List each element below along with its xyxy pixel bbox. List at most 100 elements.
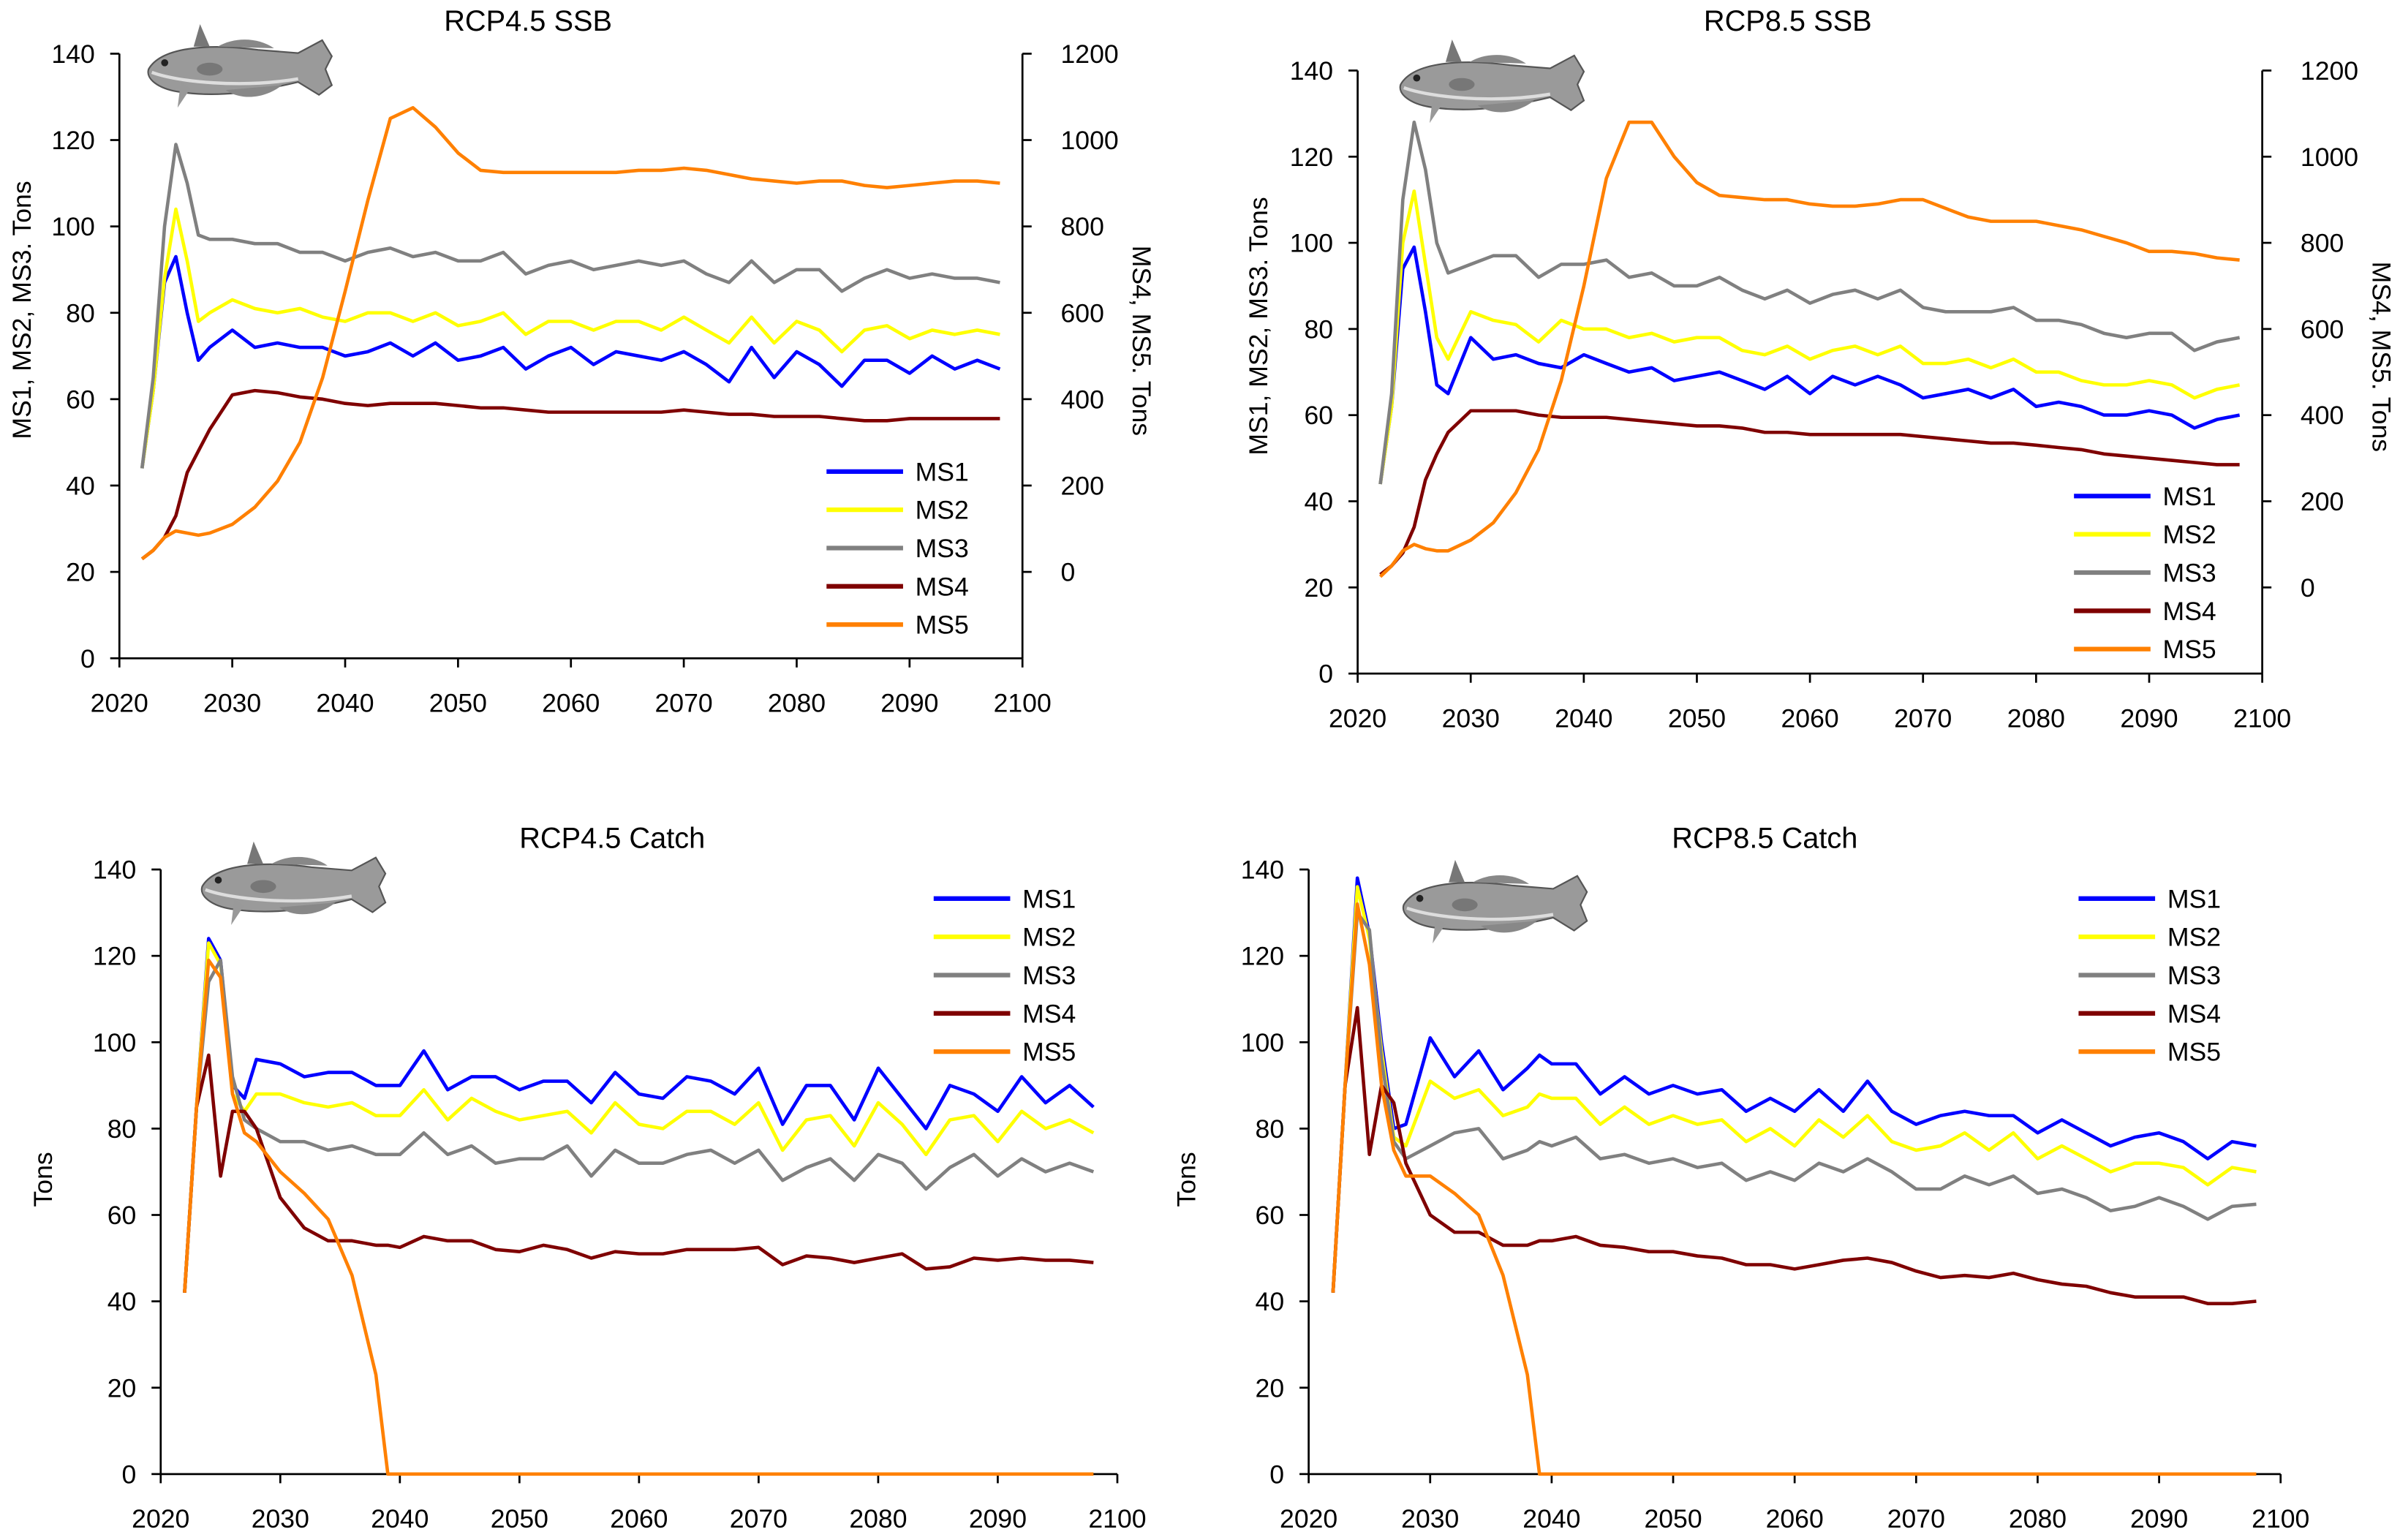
x-tick-label: 2090 — [2130, 1504, 2188, 1533]
y2-tick-label: 600 — [1061, 298, 1104, 328]
series-line-ms3 — [183, 958, 1095, 1293]
fish-illustration — [202, 842, 385, 925]
series-line-ms3 — [1331, 910, 2257, 1293]
fish-illustration — [148, 24, 332, 107]
y-tick-label: 80 — [1305, 314, 1334, 344]
x-tick-label: 2030 — [203, 688, 261, 717]
x-tick-label: 2020 — [1329, 703, 1386, 733]
y-tick-label: 0 — [121, 1460, 136, 1489]
chart-title: RCP8.5 Catch — [1672, 823, 1857, 855]
series-line-ms1 — [183, 937, 1095, 1293]
legend-label-ms5: MS5 — [2167, 1038, 2221, 1067]
y2-axis-label: MS4, MS5. Tons — [1127, 246, 1156, 436]
x-tick-label: 2100 — [1088, 1504, 1146, 1533]
series-line-ms2 — [140, 207, 1000, 469]
y-tick-label: 0 — [1269, 1460, 1284, 1489]
legend-label-ms1: MS1 — [1022, 884, 1076, 913]
legend-label-ms4: MS4 — [2163, 597, 2216, 626]
x-tick-label: 2040 — [1555, 703, 1612, 733]
x-tick-label: 2070 — [1894, 703, 1952, 733]
y2-tick-label: 200 — [2301, 487, 2344, 516]
y-tick-label: 40 — [66, 472, 95, 501]
legend-label-ms4: MS4 — [916, 572, 969, 601]
y-tick-label: 40 — [107, 1287, 137, 1316]
legend-label-ms3: MS3 — [2167, 961, 2221, 990]
y-tick-label: 140 — [1290, 56, 1333, 86]
x-tick-label: 2040 — [316, 688, 374, 717]
y-tick-label: 20 — [66, 558, 95, 587]
series-line-ms5 — [1378, 120, 2240, 578]
legend-label-ms4: MS4 — [1022, 999, 1076, 1028]
y-tick-label: 80 — [1256, 1114, 1285, 1144]
y-tick-label: 20 — [1305, 573, 1334, 603]
series-line-ms2 — [1378, 189, 2241, 485]
y-tick-label: 40 — [1305, 487, 1334, 516]
y-tick-label: 120 — [51, 126, 94, 155]
y-tick-label: 60 — [1256, 1201, 1285, 1230]
y-tick-label: 20 — [107, 1373, 137, 1403]
legend-label-ms5: MS5 — [1022, 1038, 1076, 1067]
y-tick-label: 60 — [1305, 401, 1334, 430]
y2-tick-label: 1000 — [2301, 143, 2358, 172]
y-tick-label: 0 — [1318, 660, 1333, 689]
y-tick-label: 100 — [51, 212, 94, 241]
legend-label-ms1: MS1 — [2163, 482, 2216, 511]
series-line-ms5 — [183, 958, 1094, 1476]
x-tick-label: 2080 — [2007, 703, 2065, 733]
legend: MS1 MS2 MS3 MS4 MS5 — [2078, 884, 2221, 1067]
y-tick-label: 120 — [93, 942, 136, 971]
y2-tick-label: 200 — [1061, 472, 1104, 501]
legend: MS1 MS2 MS3 MS4 MS5 — [826, 457, 969, 640]
series-line-ms1 — [1331, 876, 2257, 1293]
legend-label-ms5: MS5 — [916, 611, 969, 640]
x-tick-label: 2040 — [371, 1504, 429, 1533]
x-tick-label: 2020 — [132, 1504, 189, 1533]
y-tick-label: 120 — [1241, 942, 1284, 971]
fish-illustration — [1403, 860, 1587, 943]
y-tick-label: 100 — [1290, 229, 1333, 258]
x-tick-label: 2060 — [610, 1504, 668, 1533]
legend-label-ms3: MS3 — [2163, 559, 2216, 588]
series-line-ms2 — [183, 941, 1095, 1293]
y2-tick-label: 400 — [2301, 401, 2344, 430]
y2-tick-label: 1200 — [2301, 56, 2358, 86]
x-tick-label: 2080 — [849, 1504, 907, 1533]
y-axis-label: MS1, MS2, MS3. Tons — [1244, 197, 1273, 455]
x-tick-label: 2060 — [1766, 1504, 1824, 1533]
x-tick-label: 2090 — [2120, 703, 2178, 733]
series-line-ms4 — [140, 388, 1000, 561]
x-tick-label: 2060 — [1781, 703, 1839, 733]
y-tick-label: 20 — [1256, 1373, 1285, 1403]
series-line-ms4 — [1331, 1005, 2257, 1305]
y-axis-label: Tons — [1172, 1152, 1201, 1207]
x-tick-label: 2030 — [252, 1504, 309, 1533]
x-tick-label: 2100 — [2252, 1504, 2309, 1533]
y-axis-label: Tons — [29, 1152, 58, 1207]
y2-tick-label: 800 — [2301, 229, 2344, 258]
y2-tick-label: 0 — [1061, 558, 1076, 587]
y-tick-label: 40 — [1256, 1287, 1285, 1316]
y-tick-label: 80 — [107, 1114, 137, 1144]
series-line-ms2 — [1331, 885, 2257, 1293]
y-axis-label: MS1, MS2, MS3. Tons — [7, 181, 37, 439]
legend: MS1 MS2 MS3 MS4 MS5 — [2074, 482, 2216, 664]
y-tick-label: 100 — [93, 1028, 136, 1057]
y2-tick-label: 400 — [1061, 385, 1104, 414]
legend-label-ms3: MS3 — [1022, 961, 1076, 990]
x-tick-label: 2020 — [1280, 1504, 1337, 1533]
y2-axis-label: MS4, MS5. Tons — [2366, 262, 2396, 452]
chart-title: RCP4.5 Catch — [519, 823, 705, 855]
legend-label-ms2: MS2 — [1022, 923, 1076, 952]
series-line-ms3 — [1378, 120, 2241, 485]
legend-label-ms4: MS4 — [2167, 999, 2221, 1028]
x-tick-label: 2020 — [91, 688, 148, 717]
x-tick-label: 2070 — [730, 1504, 788, 1533]
y2-tick-label: 0 — [2301, 573, 2315, 603]
series-line-ms5 — [140, 106, 1000, 561]
chart-title: RCP8.5 SSB — [1704, 5, 1872, 37]
x-tick-label: 2050 — [429, 688, 487, 717]
